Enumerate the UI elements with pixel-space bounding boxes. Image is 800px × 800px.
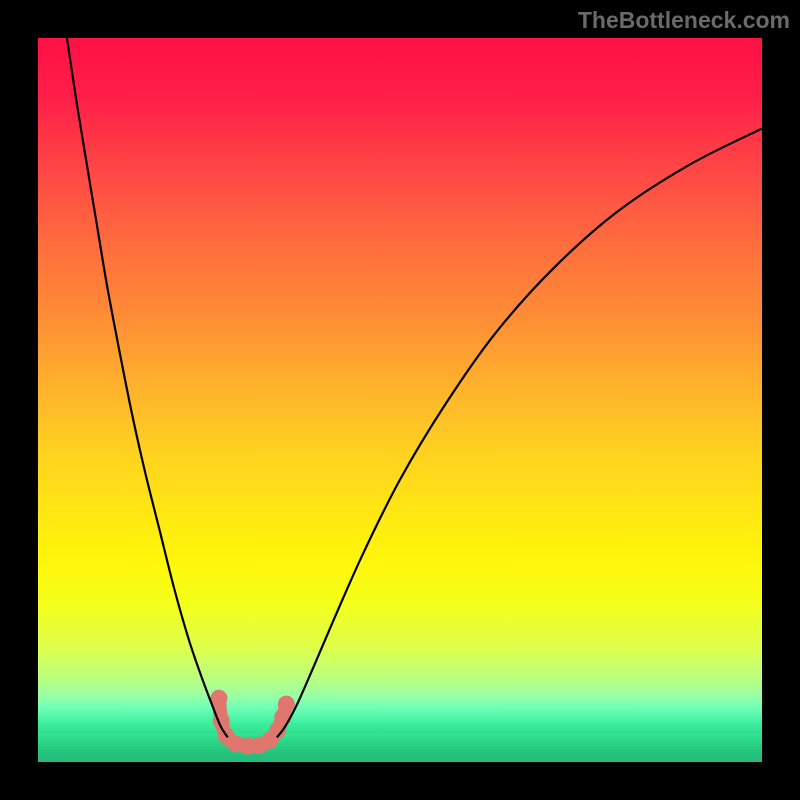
bottom-u-dots <box>211 690 295 755</box>
main-curve-left <box>67 38 228 737</box>
chart-container: TheBottleneck.com <box>0 0 800 800</box>
plot-area <box>38 38 762 762</box>
curve-layer <box>38 38 762 762</box>
main-curve-right <box>277 129 762 738</box>
watermark-text: TheBottleneck.com <box>578 7 790 34</box>
